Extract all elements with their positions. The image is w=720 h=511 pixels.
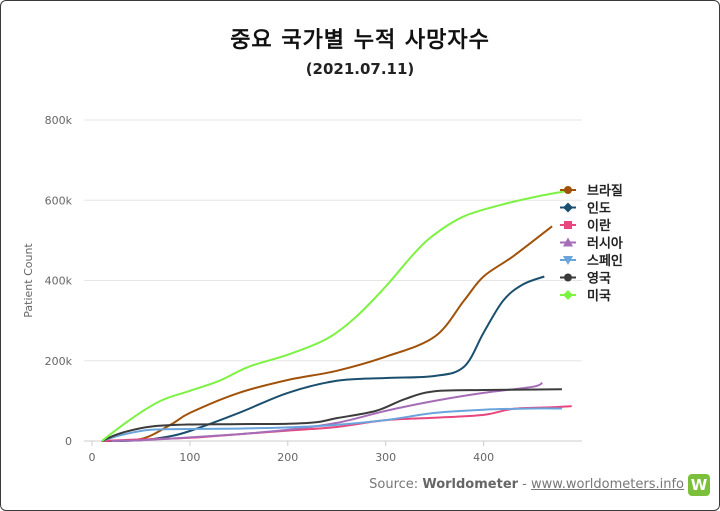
x-tick-label: 100 xyxy=(179,451,200,464)
worldometer-logo-icon: W xyxy=(688,474,710,496)
legend-label: 스페인 xyxy=(587,253,623,269)
legend-label: 영국 xyxy=(587,272,611,287)
y-tick-label: 200k xyxy=(45,355,73,368)
source-credit: Source: Worldometer - www.worldometers.i… xyxy=(369,477,684,492)
source-prefix: Source: xyxy=(369,477,423,492)
legend-marker xyxy=(564,273,572,282)
series-line-5 xyxy=(101,407,562,442)
y-axis-label: Patient Count xyxy=(22,243,35,318)
series-line-7 xyxy=(101,189,572,442)
y-tick-label: 400k xyxy=(45,275,73,288)
series-lines xyxy=(101,189,572,442)
legend-label: 브라질 xyxy=(587,183,623,199)
y-tick-label: 800k xyxy=(45,114,73,127)
series-line-6 xyxy=(101,388,562,442)
axes: 0 200k 400k 600k 800k 0 100 200 300 400 Patient Co… xyxy=(22,114,494,464)
legend-marker xyxy=(563,202,573,213)
legend-marker xyxy=(564,221,572,229)
source-name: Worldometer xyxy=(422,477,519,492)
legend-marker xyxy=(563,256,573,265)
legend-label: 이란 xyxy=(587,218,611,234)
source-separator: - xyxy=(518,477,532,492)
x-tick-label: 400 xyxy=(473,451,494,464)
x-tick-label: 300 xyxy=(375,451,396,464)
series-line-2 xyxy=(101,275,545,442)
gridlines xyxy=(84,119,582,442)
series-line-4 xyxy=(111,381,543,442)
legend-label: 인도 xyxy=(587,201,611,217)
legend-label: 미국 xyxy=(587,288,611,304)
legend-marker xyxy=(563,237,573,247)
chart-subtitle: (2021.07.11) xyxy=(305,60,415,78)
source-link[interactable]: www.worldometers.info xyxy=(531,477,684,492)
chart-title: 중요 국가별 누적 사망자수 xyxy=(230,28,490,53)
x-tick-label: 200 xyxy=(277,451,298,464)
legend-marker xyxy=(563,290,573,300)
legend-label: 러시아 xyxy=(587,236,623,252)
legend-marker xyxy=(564,186,572,194)
y-tick-label: 600k xyxy=(45,194,73,207)
y-tick-label: 0 xyxy=(65,435,72,448)
x-tick-label: 0 xyxy=(89,451,96,464)
